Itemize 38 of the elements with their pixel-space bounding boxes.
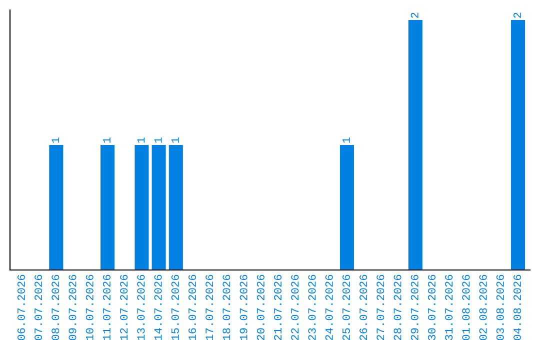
x-tick-label: 12.07.2026 — [120, 274, 128, 340]
data-label: 2 — [513, 12, 521, 18]
x-tick-label: 01.08.2026 — [462, 274, 470, 340]
x-tick-label: 18.07.2026 — [222, 274, 230, 340]
x-tick-label: 20.07.2026 — [256, 274, 264, 340]
x-tick-label: 02.08.2026 — [479, 274, 487, 340]
x-tick-label: 07.07.2026 — [34, 274, 42, 340]
x-tick-label: 11.07.2026 — [102, 274, 110, 340]
data-label: 1 — [154, 137, 162, 143]
data-label: 1 — [171, 137, 179, 143]
x-tick-label: 16.07.2026 — [188, 274, 196, 340]
x-tick-label: 25.07.2026 — [342, 274, 350, 340]
x-tick-label: 10.07.2026 — [86, 274, 94, 340]
x-tick-label: 19.07.2026 — [240, 274, 248, 340]
data-label: 1 — [52, 137, 60, 143]
x-tick-label: 04.08.2026 — [513, 274, 522, 340]
x-tick-label: 29.07.2026 — [410, 274, 418, 340]
x-tick-label: 08.07.2026 — [52, 274, 60, 340]
x-tick-label: 17.07.2026 — [206, 274, 214, 340]
x-tick-label: 06.07.2026 — [17, 274, 25, 340]
x-tick-label: 13.07.2026 — [137, 274, 145, 340]
x-tick-label: 28.07.2026 — [394, 274, 402, 340]
x-tick-label: 03.08.2026 — [496, 274, 504, 340]
x-tick-label: 24.07.2026 — [325, 274, 333, 340]
x-tick-label: 09.07.2026 — [68, 274, 76, 340]
data-label: 1 — [137, 137, 145, 143]
x-tick-label: 31.07.2026 — [445, 274, 453, 340]
x-tick-label: 22.07.2026 — [291, 274, 299, 340]
data-label: 2 — [410, 12, 418, 18]
x-tick-label: 26.07.2026 — [360, 274, 368, 340]
x-tick-label: 14.07.2026 — [154, 274, 162, 340]
data-label: 1 — [342, 137, 350, 143]
x-tick-label: 21.07.2026 — [274, 274, 282, 340]
x-tick-label: 30.07.2026 — [428, 274, 436, 340]
x-tick-label: 15.07.2026 — [171, 274, 179, 340]
x-tick-label: 23.07.2026 — [308, 274, 316, 340]
x-tick-label: 27.07.2026 — [376, 274, 384, 340]
data-label: 1 — [103, 137, 110, 143]
